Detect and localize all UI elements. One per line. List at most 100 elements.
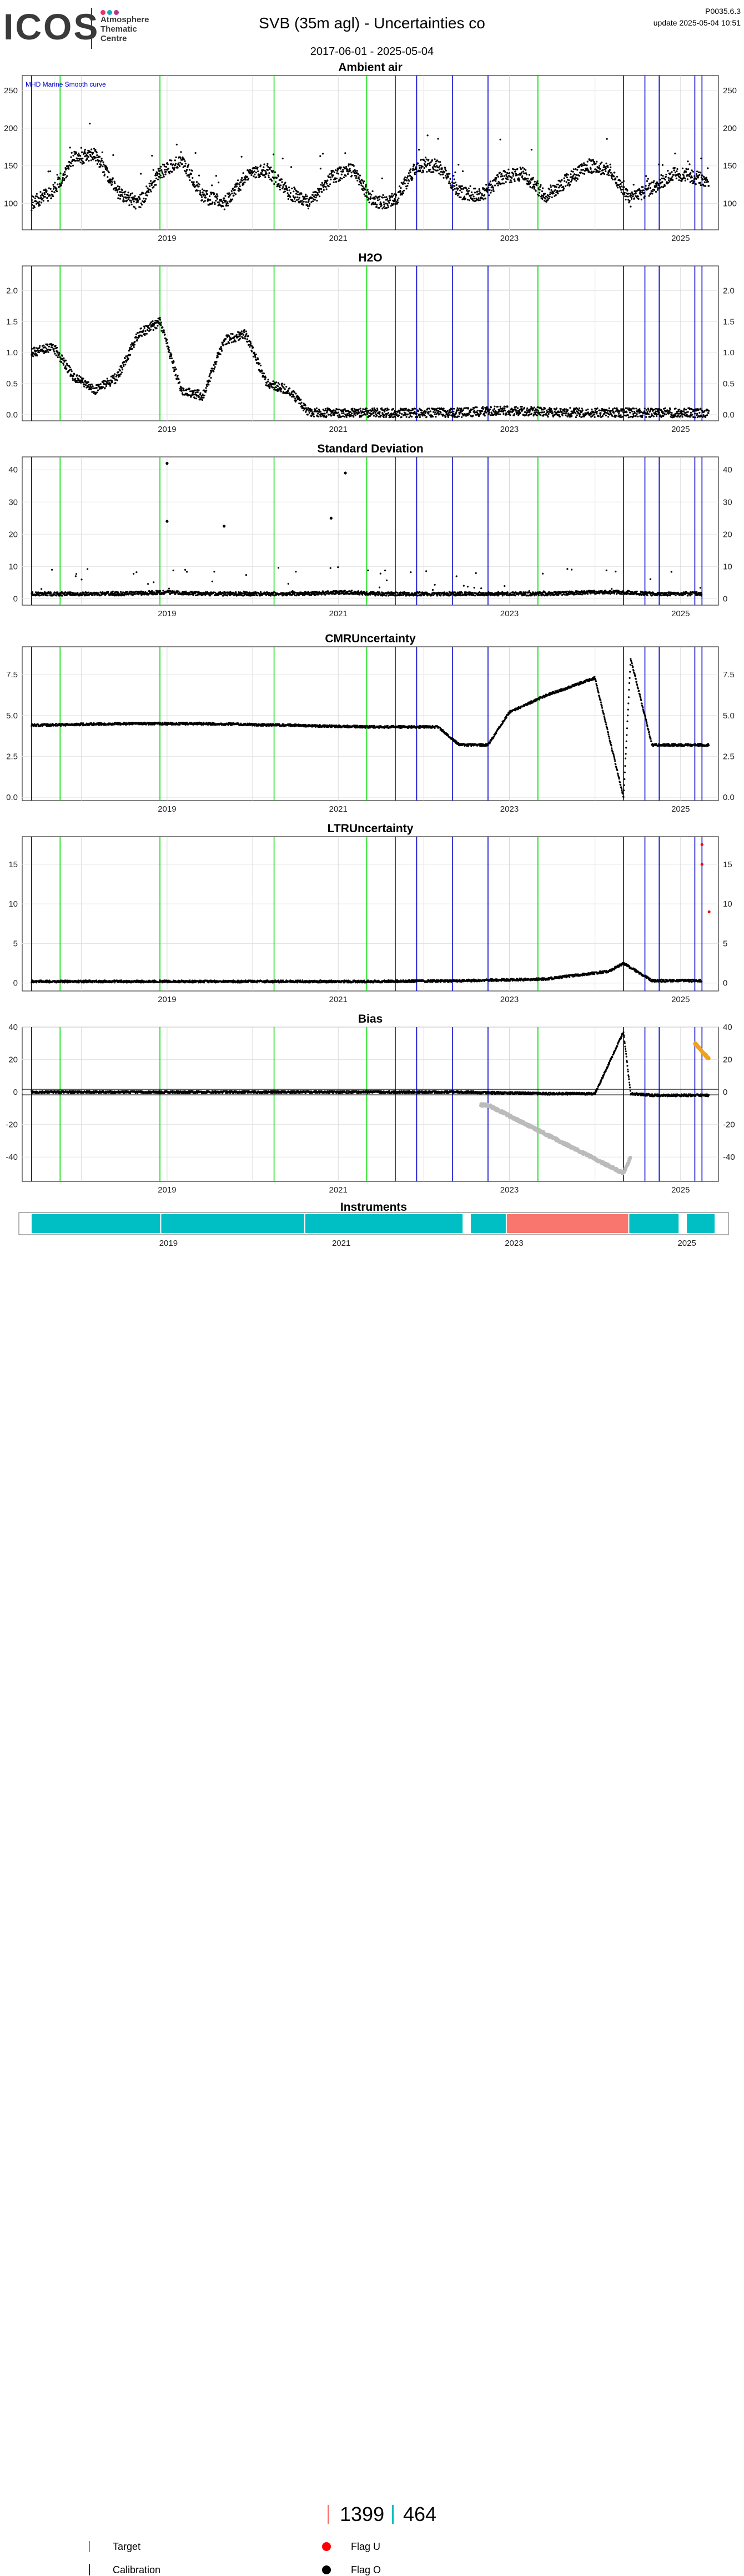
data-point — [396, 414, 398, 415]
data-point — [88, 156, 89, 158]
data-point — [484, 194, 485, 196]
data-point — [168, 168, 169, 169]
data-point — [529, 410, 531, 412]
data-point — [306, 195, 308, 197]
data-point — [311, 197, 313, 199]
data-point — [320, 168, 321, 169]
data-point — [376, 415, 378, 416]
data-point — [477, 190, 479, 192]
data-point — [31, 209, 32, 211]
data-point — [44, 193, 46, 195]
data-point — [605, 168, 607, 169]
data-point — [614, 172, 615, 173]
data-point — [110, 383, 112, 385]
data-point — [691, 177, 693, 178]
data-point — [83, 386, 85, 388]
data-point — [46, 190, 48, 192]
data-point — [355, 175, 357, 177]
data-point — [90, 155, 92, 157]
data-point — [107, 378, 108, 379]
data-point — [56, 355, 57, 356]
data-point — [163, 174, 164, 176]
y-tick-label-right: 150 — [723, 162, 737, 171]
data-point — [40, 197, 42, 199]
data-point — [412, 169, 414, 171]
data-point — [70, 369, 72, 370]
data-point — [425, 410, 427, 412]
data-point — [36, 200, 37, 202]
data-point — [127, 591, 128, 593]
data-point — [112, 381, 113, 383]
data-point — [161, 177, 163, 178]
data-point — [397, 411, 399, 413]
data-point — [213, 368, 215, 370]
data-point — [272, 594, 274, 596]
data-point — [453, 189, 454, 190]
data-point — [707, 181, 709, 183]
data-point — [506, 414, 507, 415]
data-point — [437, 169, 439, 171]
data-point — [494, 408, 495, 410]
data-point — [172, 163, 174, 165]
data-point — [338, 409, 340, 410]
data-point — [382, 197, 384, 198]
data-point — [683, 174, 685, 176]
data-point — [482, 199, 484, 200]
data-point — [338, 173, 339, 174]
data-point — [696, 413, 698, 415]
data-point — [593, 170, 595, 172]
data-point — [159, 168, 161, 169]
data-point — [568, 182, 570, 184]
data-point — [690, 172, 691, 174]
data-point — [582, 173, 584, 174]
data-point — [106, 169, 108, 171]
data-point — [309, 408, 311, 410]
data-point — [656, 415, 657, 417]
data-point — [489, 409, 491, 410]
data-point — [366, 407, 368, 409]
data-point — [78, 160, 80, 162]
data-point — [56, 190, 58, 192]
data-point — [118, 592, 119, 593]
data-point — [198, 389, 199, 391]
data-point — [113, 378, 115, 379]
data-point — [383, 202, 385, 203]
data-point — [293, 396, 295, 398]
data-point — [650, 187, 651, 189]
data-point — [149, 185, 150, 187]
data-point — [187, 394, 189, 396]
data-point — [582, 169, 584, 170]
data-point — [72, 165, 74, 167]
data-point — [575, 412, 576, 414]
data-point — [501, 410, 502, 412]
data-point — [628, 193, 630, 194]
data-point — [134, 195, 135, 197]
data-point — [157, 179, 159, 180]
y-tick-label-right: 1.0 — [723, 348, 735, 358]
data-point — [278, 390, 280, 391]
data-point — [603, 409, 605, 410]
data-point — [114, 382, 116, 384]
data-point — [558, 187, 560, 188]
data-point — [370, 198, 372, 199]
data-point — [579, 415, 580, 417]
data-point — [105, 385, 107, 387]
data-point — [61, 185, 62, 187]
data-point — [123, 197, 125, 198]
data-point — [683, 408, 685, 410]
data-point — [309, 203, 310, 205]
data-point — [124, 358, 126, 359]
data-point — [631, 411, 633, 412]
data-point — [64, 178, 66, 180]
data-point — [406, 180, 408, 182]
data-point — [525, 169, 526, 171]
data-point — [286, 189, 288, 191]
data-point — [281, 178, 283, 180]
data-point — [477, 199, 479, 201]
data-point — [226, 343, 228, 344]
data-point — [112, 591, 114, 592]
data-point — [605, 170, 606, 172]
data-point — [273, 154, 274, 155]
data-point — [99, 156, 100, 158]
data-point — [693, 180, 695, 182]
